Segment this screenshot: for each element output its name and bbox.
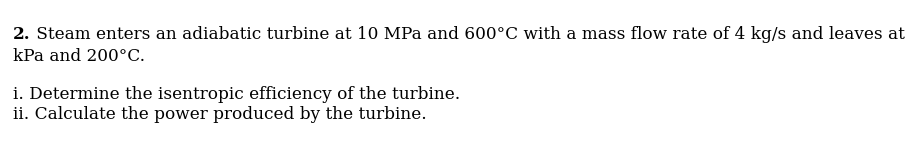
Text: ii. Calculate the power produced by the turbine.: ii. Calculate the power produced by the …: [13, 106, 426, 123]
Text: kPa and 200°C.: kPa and 200°C.: [13, 48, 145, 65]
Text: Steam enters an adiabatic turbine at 10 MPa and 600°C with a mass flow rate of 4: Steam enters an adiabatic turbine at 10 …: [31, 26, 909, 43]
Text: 2.: 2.: [13, 26, 31, 43]
Text: i. Determine the isentropic efficiency of the turbine.: i. Determine the isentropic efficiency o…: [13, 86, 460, 103]
